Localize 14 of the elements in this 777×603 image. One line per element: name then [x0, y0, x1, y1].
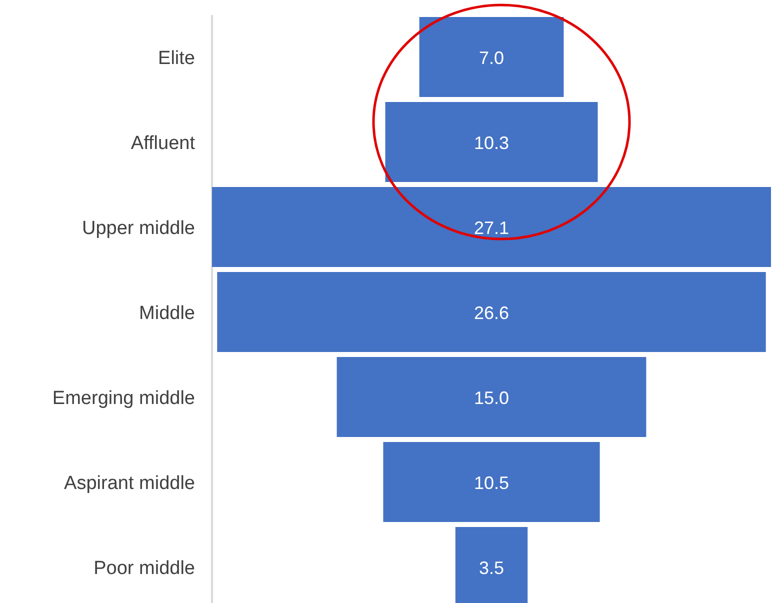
data-label: 10.5 — [474, 472, 510, 493]
category-label: Middle — [139, 303, 195, 324]
data-label: 10.3 — [474, 132, 510, 153]
data-label: 15.0 — [474, 388, 510, 408]
category-label: Poor middle — [94, 558, 195, 580]
category-label: Upper middle — [82, 218, 195, 240]
category-label: Emerging middle — [52, 388, 195, 410]
data-label: 7.0 — [478, 48, 504, 68]
category-label: Affluent — [130, 133, 196, 154]
data-label: 27.1 — [474, 218, 510, 238]
data-label: 3.5 — [478, 558, 504, 578]
category-label: Elite — [158, 48, 195, 70]
category-label: Aspirant middle — [64, 473, 195, 494]
data-label: 26.6 — [474, 302, 510, 323]
